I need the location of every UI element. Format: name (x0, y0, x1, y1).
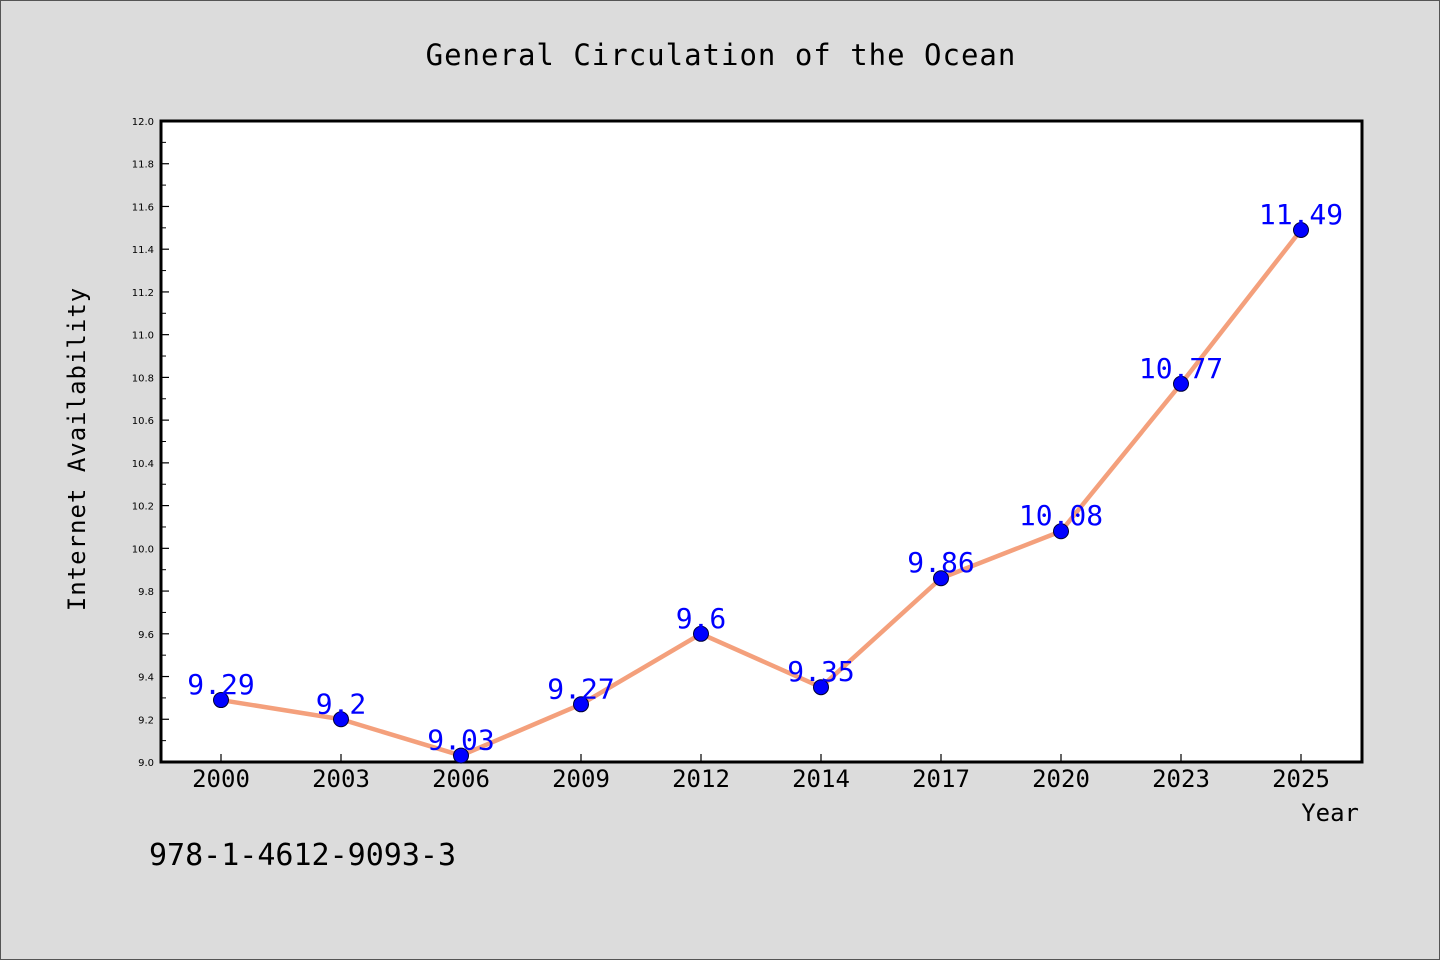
data-point (1293, 221, 1309, 238)
data-point (213, 692, 229, 709)
data-label: 10.08 (1019, 499, 1103, 532)
y-tick-label: 11.4 (132, 245, 154, 256)
data-point (933, 570, 949, 587)
y-tick-label: 9.2 (138, 715, 154, 726)
y-tick-label: 11.6 (132, 202, 154, 213)
y-tick-label: 11.8 (132, 160, 154, 171)
y-tick-label: 9.8 (138, 587, 154, 598)
data-label: 9.35 (787, 655, 854, 688)
x-tick-label: 2009 (552, 765, 610, 793)
data-label: 9.29 (187, 668, 254, 701)
data-label: 11.49 (1259, 198, 1343, 231)
data-label: 10.77 (1139, 352, 1223, 385)
y-tick-label: 9.6 (138, 630, 154, 641)
x-tick-label: 2025 (1272, 765, 1330, 793)
x-tick-label: 2023 (1152, 765, 1210, 793)
x-tick-label: 2020 (1032, 765, 1090, 793)
x-tick-label: 2006 (432, 765, 490, 793)
y-tick-label: 9.4 (138, 673, 154, 684)
y-tick-label: 10.6 (132, 416, 154, 427)
y-tick-label: 10.0 (132, 544, 154, 555)
data-label: 9.27 (547, 672, 614, 705)
data-label: 9.86 (907, 546, 974, 579)
y-tick-label: 10.4 (132, 459, 154, 470)
plot-area (159, 119, 1364, 764)
data-point (693, 625, 709, 642)
y-tick-label: 9.0 (138, 758, 154, 769)
series-layer: 9.29 9.2 9.03 9.27 9.6 9.35 9.86 10.08 10.77 11.4… (187, 198, 1343, 764)
x-axis-label: Year (1301, 799, 1359, 827)
data-point (573, 696, 589, 713)
series-line (218, 227, 1304, 758)
x-axis-ticks: 2000 2003 2006 2009 2012 2014 2017 2020 2023 2025 (192, 754, 1330, 793)
y-axis-label: Internet Availability (63, 287, 91, 611)
x-tick-label: 2000 (192, 765, 250, 793)
data-label: 9.6 (676, 602, 727, 635)
data-label: 9.03 (427, 724, 494, 757)
chart-title: General Circulation of the Ocean (426, 38, 1017, 72)
y-tick-label: 10.8 (132, 373, 154, 384)
y-axis-ticks: 9.0 9.2 9.4 9.6 9.8 10.0 10.2 10.4 10.6 10.8 11.0 1… (132, 117, 169, 769)
x-tick-label: 2017 (912, 765, 970, 793)
isbn-annotation: 978-1-4612-9093-3 (149, 838, 456, 873)
data-point (813, 679, 829, 696)
x-tick-label: 2003 (312, 765, 370, 793)
x-tick-label: 2014 (792, 765, 850, 793)
data-point (1173, 375, 1189, 392)
data-point (453, 747, 469, 764)
data-point (333, 711, 349, 728)
y-tick-label: 11.0 (132, 331, 154, 342)
x-tick-label: 2012 (672, 765, 730, 793)
y-tick-label: 11.2 (132, 288, 154, 299)
data-label: 9.2 (316, 687, 367, 720)
y-tick-label: 10.2 (132, 502, 154, 513)
y-tick-label: 12.0 (132, 117, 154, 128)
data-point (1053, 523, 1069, 540)
